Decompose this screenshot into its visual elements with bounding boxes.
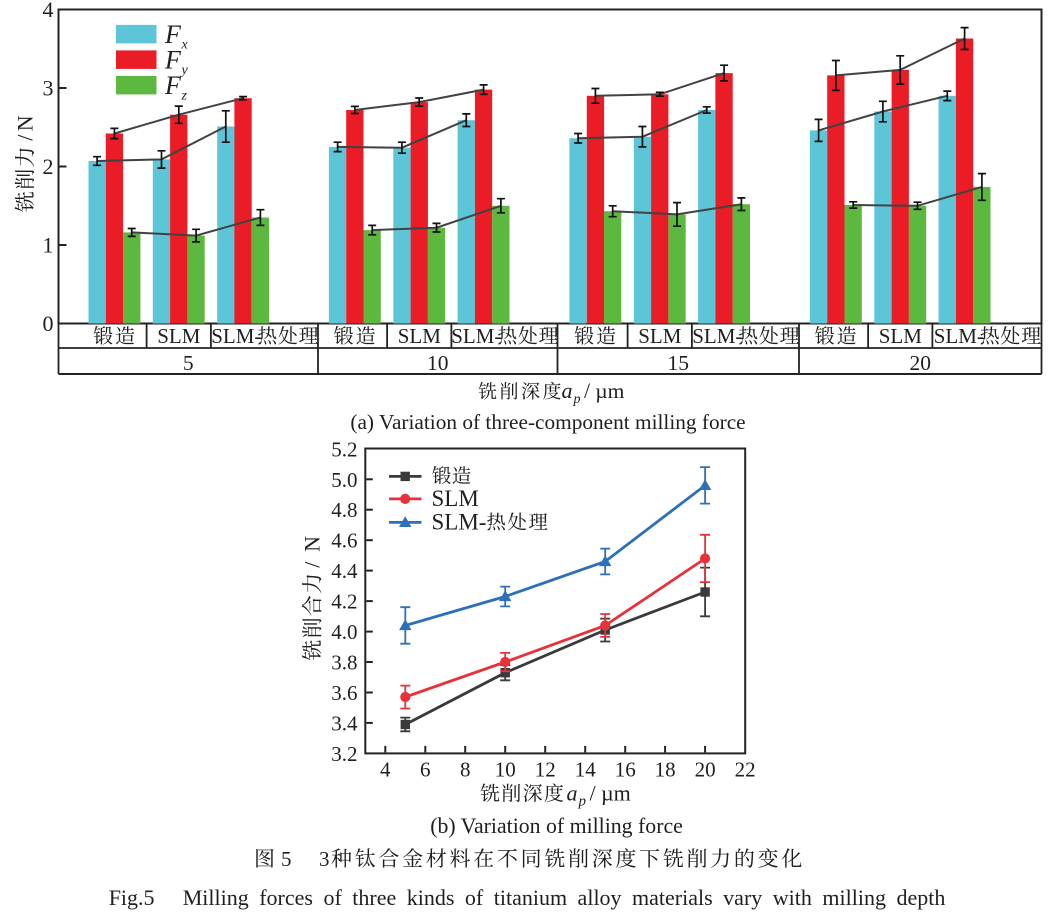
svg-text:5.0: 5.0 [331,468,357,492]
svg-text:4.8: 4.8 [331,498,357,522]
svg-text:SLM: SLM [398,324,442,348]
svg-text:4.6: 4.6 [331,529,357,553]
svg-text:18: 18 [655,757,676,781]
svg-text:SLM-: SLM- [432,509,487,534]
svg-text:µm: µm [595,379,624,403]
svg-text:F: F [164,20,182,49]
svg-text:F: F [164,71,182,100]
svg-text:10: 10 [427,351,449,375]
svg-text:N: N [300,536,325,552]
svg-text:3.8: 3.8 [331,651,357,675]
svg-text:p: p [578,793,587,809]
svg-text:3.6: 3.6 [331,681,357,705]
svg-text:5: 5 [281,847,292,871]
svg-text:a: a [562,378,573,403]
svg-text:5: 5 [183,351,194,375]
svg-text:3: 3 [319,847,330,871]
svg-text:F: F [164,46,182,75]
svg-text:3.4: 3.4 [331,711,358,735]
svg-text:8: 8 [460,757,471,781]
svg-text:4: 4 [43,0,54,22]
svg-text:16: 16 [615,757,636,781]
svg-text:z: z [181,89,188,104]
svg-text:/: / [300,561,325,568]
svg-text:SLM: SLM [879,324,923,348]
svg-text:Fig.5: Fig.5 [109,885,155,910]
svg-text:/: / [13,134,38,141]
svg-text:a: a [567,780,578,805]
svg-text:0: 0 [43,311,54,336]
svg-text:SLM-: SLM- [934,324,984,348]
svg-text:x: x [181,38,189,53]
svg-text:y: y [180,63,189,78]
svg-text:3: 3 [43,76,54,101]
svg-text:µm: µm [601,780,631,805]
svg-text:20: 20 [909,351,931,375]
svg-text:(a) Variation of three-compone: (a) Variation of three-component milling… [350,410,745,434]
svg-text:SLM: SLM [157,324,201,348]
svg-text:4.2: 4.2 [331,590,357,614]
svg-text:p: p [573,392,581,407]
svg-text:15: 15 [667,351,689,375]
svg-text:4.4: 4.4 [331,559,358,583]
svg-text:Milling forces of three kinds: Milling forces of three kinds of titaniu… [183,885,946,910]
svg-text:4.0: 4.0 [331,620,357,644]
svg-text:3.2: 3.2 [331,742,357,766]
svg-text:/: / [590,780,597,805]
svg-text:/: / [584,378,591,403]
svg-text:N: N [13,115,38,131]
svg-text:SLM: SLM [432,486,479,511]
svg-text:10: 10 [495,757,516,781]
svg-text:6: 6 [420,757,431,781]
svg-text:SLM: SLM [638,324,682,348]
svg-text:2: 2 [43,154,54,179]
svg-text:1: 1 [43,233,54,258]
svg-text:5.2: 5.2 [331,437,357,461]
svg-text:(b) Variation of milling force: (b) Variation of milling force [430,814,683,838]
svg-text:4: 4 [380,757,391,781]
svg-text:20: 20 [695,757,716,781]
svg-text:SLM-: SLM- [451,324,501,348]
svg-text:SLM-: SLM- [211,324,261,348]
svg-text:22: 22 [735,757,756,781]
svg-text:12: 12 [535,757,556,781]
svg-text:14: 14 [575,757,597,781]
svg-text:SLM-: SLM- [692,324,742,348]
